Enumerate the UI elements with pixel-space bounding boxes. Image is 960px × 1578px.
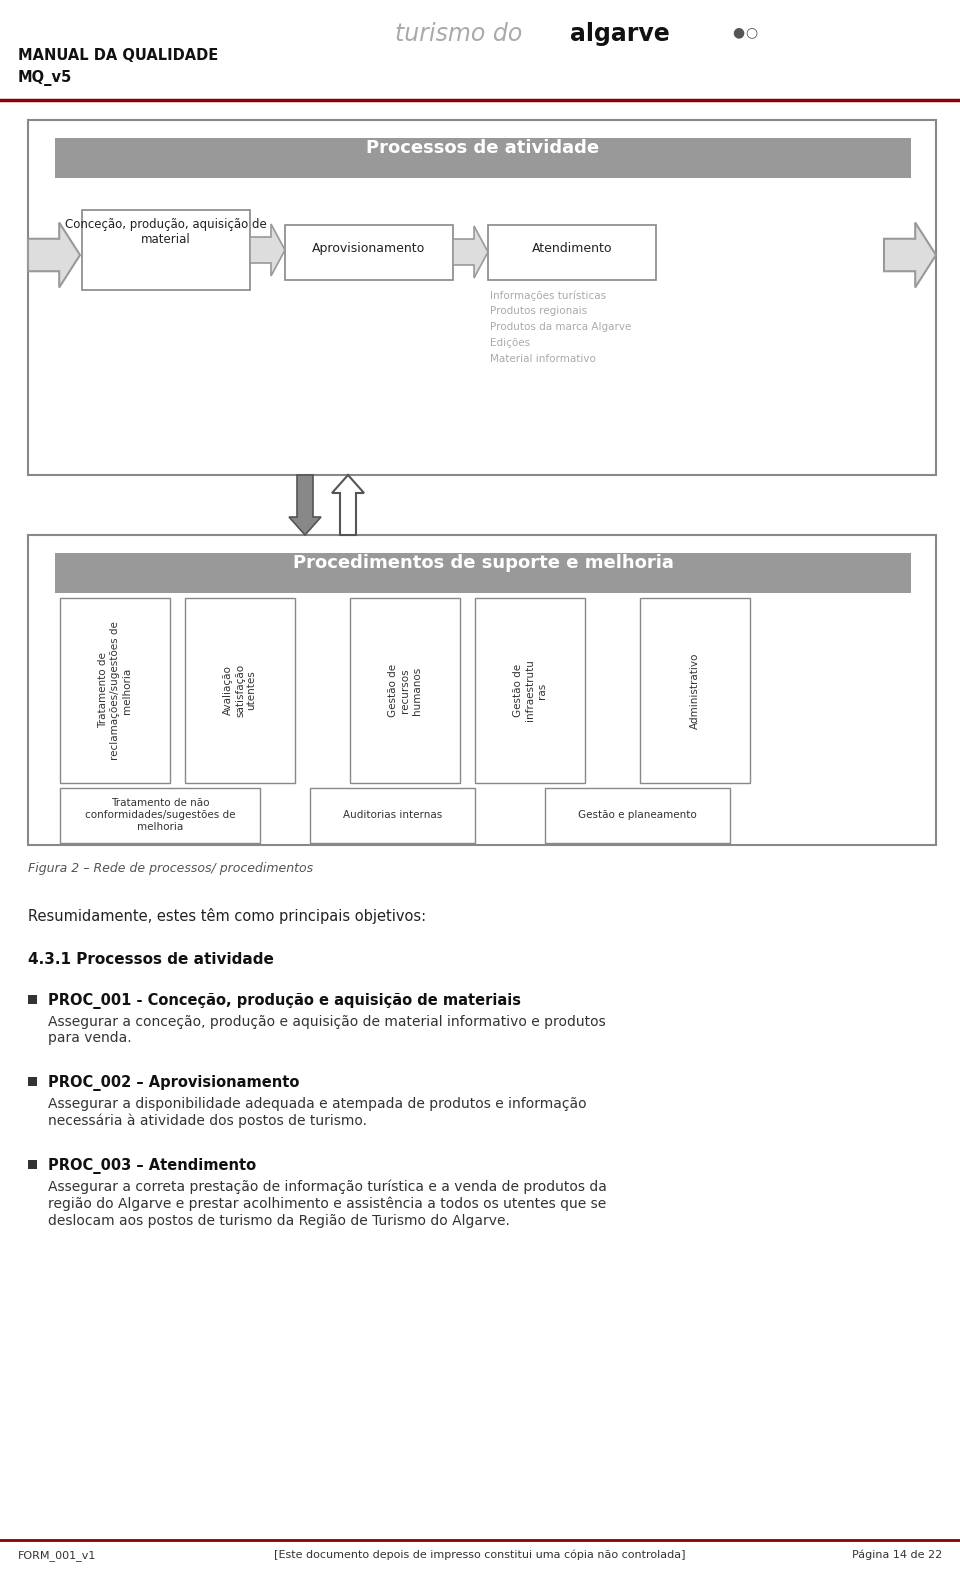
Text: Produtos regionais: Produtos regionais — [490, 306, 588, 316]
Text: [Este documento depois de impresso constitui uma cópia não controlada]: [Este documento depois de impresso const… — [275, 1550, 685, 1561]
Bar — [545, 787, 730, 843]
Bar — [350, 598, 460, 783]
Text: FORM_001_v1: FORM_001_v1 — [18, 1550, 96, 1561]
Text: Conceção, produção, aquisição de
material: Conceção, produção, aquisição de materia… — [65, 218, 267, 246]
Text: Figura 2 – Rede de processos/ procedimentos: Figura 2 – Rede de processos/ procedimen… — [28, 862, 313, 874]
Text: PROC_003 – Atendimento: PROC_003 – Atendimento — [48, 1158, 256, 1174]
Text: Aprovisionamento: Aprovisionamento — [312, 241, 425, 256]
Text: ●: ● — [732, 25, 744, 39]
Text: PROC_001 - Conceção, produção e aquisição de materiais: PROC_001 - Conceção, produção e aquisiçã… — [48, 993, 521, 1008]
Polygon shape — [884, 222, 936, 287]
Text: Gestão de
recursos
humanos: Gestão de recursos humanos — [389, 664, 421, 716]
Bar — [310, 787, 475, 843]
Text: Procedimentos de suporte e melhoria: Procedimentos de suporte e melhoria — [293, 554, 673, 571]
Polygon shape — [453, 226, 488, 278]
Text: Tratamento de
reclamações/sugestões de
melhoria: Tratamento de reclamações/sugestões de m… — [98, 622, 132, 761]
Text: Assegurar a disponibilidade adequada e atempada de produtos e informação
necessá: Assegurar a disponibilidade adequada e a… — [48, 1097, 587, 1128]
Bar — [475, 598, 585, 783]
Polygon shape — [289, 475, 321, 535]
Text: Edições: Edições — [490, 338, 530, 349]
Bar — [185, 598, 295, 783]
Text: Material informativo: Material informativo — [490, 353, 596, 365]
Text: MANUAL DA QUALIDADE: MANUAL DA QUALIDADE — [18, 47, 218, 63]
Bar — [28, 996, 37, 1004]
Bar — [488, 226, 656, 279]
Polygon shape — [332, 475, 364, 535]
Text: Tratamento de não
conformidades/sugestões de
melhoria: Tratamento de não conformidades/sugestõe… — [84, 798, 235, 832]
Bar — [285, 226, 453, 279]
Text: Auditorias internas: Auditorias internas — [343, 810, 443, 821]
Bar — [60, 787, 260, 843]
Text: Assegurar a conceção, produção e aquisição de material informativo e produtos
pa: Assegurar a conceção, produção e aquisiç… — [48, 1015, 606, 1045]
Text: Administrativo: Administrativo — [690, 652, 700, 729]
Bar — [28, 1160, 37, 1169]
Text: Gestão de
infraestrutu
ras: Gestão de infraestrutu ras — [514, 660, 546, 721]
Text: Gestão e planeamento: Gestão e planeamento — [578, 810, 697, 821]
Text: Avaliação
satisfação
utentes: Avaliação satisfação utentes — [224, 664, 256, 716]
Bar — [55, 552, 911, 593]
Text: Página 14 de 22: Página 14 de 22 — [852, 1550, 942, 1561]
Text: Processos de atividade: Processos de atividade — [367, 139, 600, 156]
Bar — [28, 1078, 37, 1086]
Bar — [60, 598, 170, 783]
Text: turismo do: turismo do — [395, 22, 530, 46]
Text: Produtos da marca Algarve: Produtos da marca Algarve — [490, 322, 632, 331]
Text: MQ_v5: MQ_v5 — [18, 69, 72, 85]
Text: Informações turísticas: Informações turísticas — [490, 290, 606, 300]
Polygon shape — [28, 222, 80, 287]
Text: PROC_002 – Aprovisionamento: PROC_002 – Aprovisionamento — [48, 1075, 300, 1090]
Bar — [55, 137, 911, 178]
Text: ○: ○ — [745, 25, 757, 39]
Text: Assegurar a correta prestação de informação turística e a venda de produtos da
r: Assegurar a correta prestação de informa… — [48, 1180, 607, 1228]
Bar — [640, 598, 750, 783]
Bar — [28, 535, 936, 844]
Text: Resumidamente, estes têm como principais objetivos:: Resumidamente, estes têm como principais… — [28, 907, 426, 925]
Text: Atendimento: Atendimento — [532, 241, 612, 256]
Text: 4.3.1 Processos de atividade: 4.3.1 Processos de atividade — [28, 952, 274, 967]
Bar — [28, 120, 936, 475]
Polygon shape — [250, 224, 285, 276]
Text: algarve: algarve — [570, 22, 670, 46]
Bar — [82, 210, 250, 290]
